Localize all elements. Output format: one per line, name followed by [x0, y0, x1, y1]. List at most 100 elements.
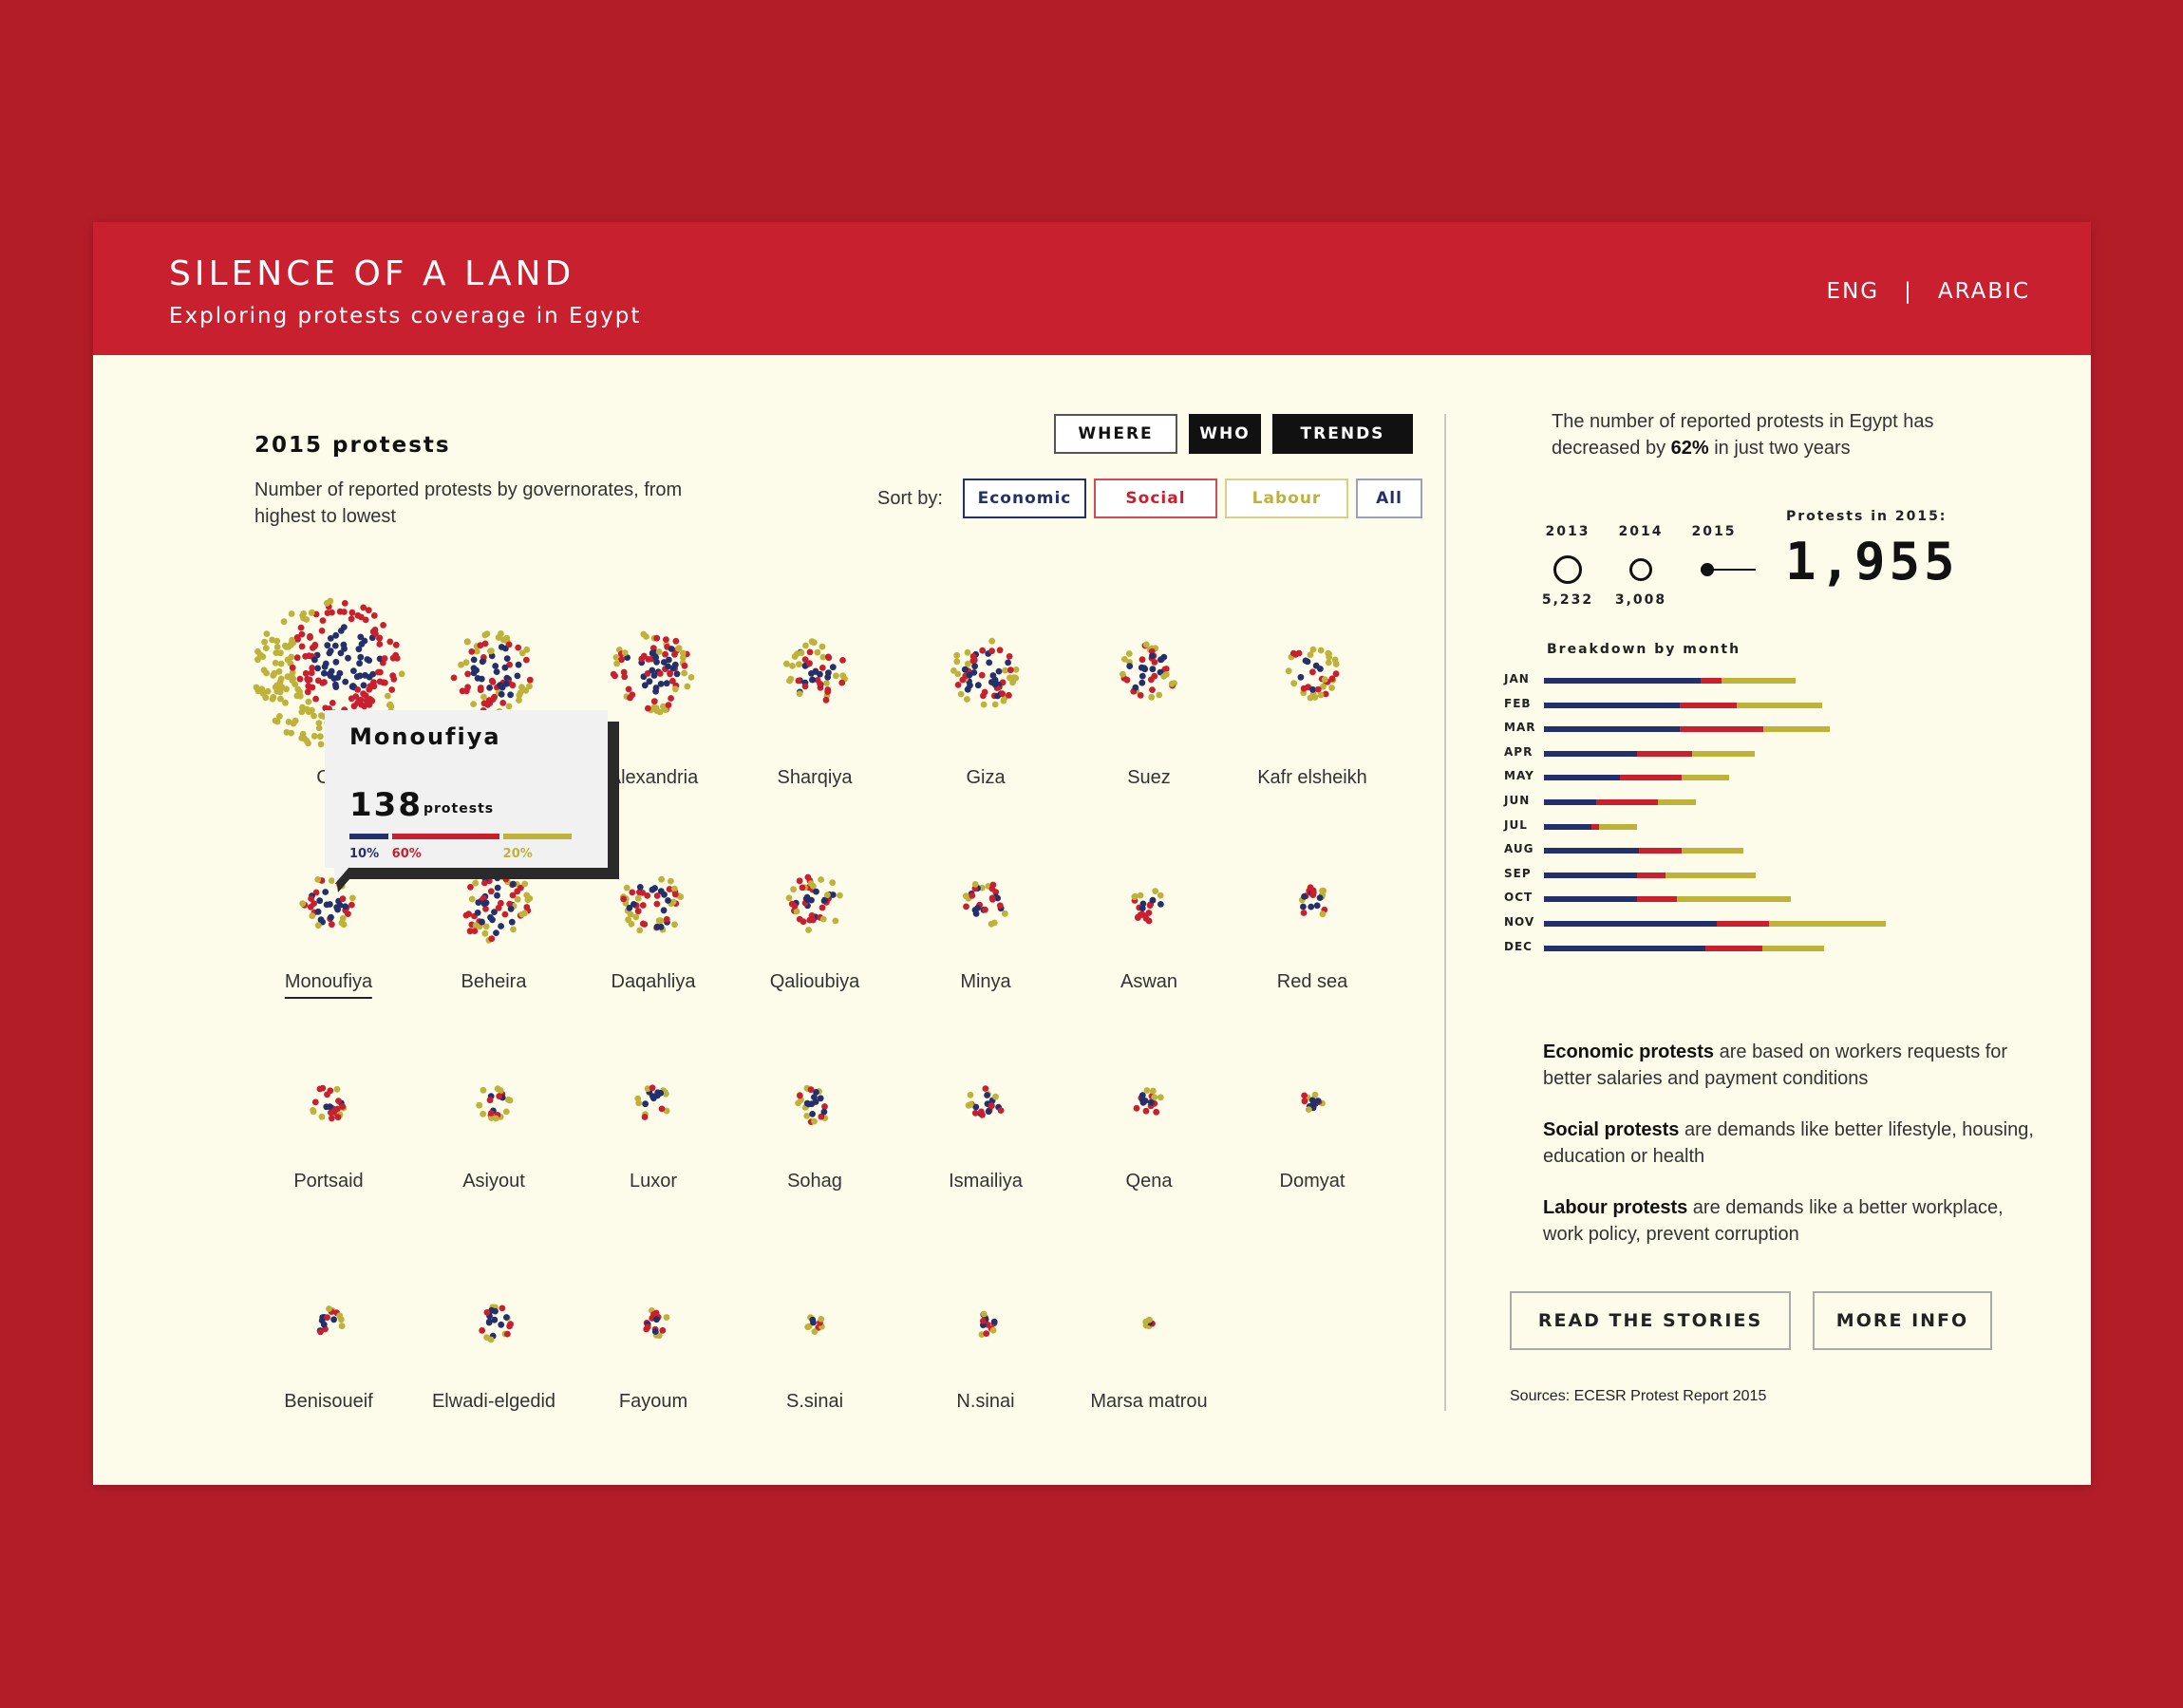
protest-dot: [496, 1093, 503, 1099]
governorate-cluster[interactable]: [450, 630, 534, 715]
governorate-label[interactable]: S.sinai: [785, 1391, 844, 1412]
governorate-cluster[interactable]: [1131, 888, 1164, 925]
protest-dot: [668, 877, 674, 885]
protest-dot: [1292, 651, 1299, 658]
protest-dot: [515, 661, 522, 668]
protest-dot: [809, 676, 817, 684]
governorate-label[interactable]: Aswan: [1120, 971, 1178, 992]
governorate-cluster[interactable]: [1133, 1087, 1164, 1116]
lang-eng-link[interactable]: ENG: [1826, 279, 1880, 304]
protest-dot: [801, 656, 809, 663]
sort-labour-button[interactable]: Labour: [1225, 479, 1348, 518]
governorate-cluster[interactable]: [1299, 884, 1328, 918]
protest-dot: [254, 656, 261, 664]
governorate-label[interactable]: Red sea: [1276, 971, 1348, 992]
governorate-label[interactable]: Fayoum: [618, 1391, 688, 1412]
governorate-label[interactable]: Beheira: [461, 971, 527, 992]
view-switcher: WHERE WHO TRENDS: [1054, 414, 1413, 454]
protest-dot: [986, 659, 993, 666]
protest-dot: [658, 1105, 666, 1113]
governorate-cluster[interactable]: [783, 638, 848, 704]
governorate-label[interactable]: Qena: [1125, 1171, 1173, 1192]
governorate-label[interactable]: Asiyout: [462, 1171, 525, 1192]
governorate-cluster[interactable]: [978, 1310, 998, 1338]
protest-dot: [314, 677, 322, 685]
governorate-cluster[interactable]: [804, 1314, 825, 1335]
more-info-button[interactable]: MORE INFO: [1813, 1291, 1992, 1350]
governorate-label[interactable]: Benisoueif: [284, 1391, 373, 1412]
protest-dot: [498, 630, 504, 637]
governorate-cluster[interactable]: [643, 1307, 670, 1340]
governorate-cluster[interactable]: [965, 1085, 1005, 1118]
governorate-label[interactable]: Domyat: [1279, 1171, 1346, 1192]
governorate-label[interactable]: Minya: [960, 971, 1011, 992]
governorate-label[interactable]: Elwadi-elgedid: [431, 1391, 556, 1412]
governorate-label[interactable]: Sharqiya: [777, 767, 853, 788]
sort-all-button[interactable]: All: [1356, 479, 1422, 518]
protest-dot: [493, 929, 499, 936]
protest-dot: [807, 880, 815, 887]
protest-dot: [503, 655, 511, 662]
governorate-cluster[interactable]: [316, 1305, 346, 1336]
governorate-cluster[interactable]: [1120, 641, 1177, 701]
governorate-label[interactable]: Alexandria: [608, 767, 699, 788]
protest-dot: [629, 691, 636, 699]
governorate-cluster[interactable]: [610, 630, 695, 716]
protest-dot: [487, 648, 494, 655]
governorate-cluster[interactable]: [963, 881, 1008, 928]
sort-social-button[interactable]: Social: [1094, 479, 1217, 518]
governorate-label[interactable]: Ismailiya: [949, 1171, 1023, 1192]
protest-dot: [315, 724, 323, 732]
governorate-cluster[interactable]: [1142, 1316, 1156, 1330]
protest-dot: [314, 922, 322, 929]
protest-dot: [510, 926, 517, 933]
governorate-label[interactable]: Suez: [1127, 767, 1171, 788]
governorate-label[interactable]: Giza: [966, 767, 1006, 788]
governorate-label[interactable]: Luxor: [629, 1171, 678, 1192]
protest-dot: [337, 649, 345, 657]
governorate-cluster[interactable]: [476, 1085, 514, 1122]
governorate-label[interactable]: Qalioubiya: [769, 971, 860, 992]
protest-dot: [254, 648, 261, 655]
protest-dot: [482, 905, 489, 912]
protest-dot: [620, 668, 628, 676]
protest-dot: [277, 695, 284, 703]
lang-arabic-link[interactable]: ARABIC: [1937, 279, 2030, 304]
governorate-cluster[interactable]: [479, 1304, 514, 1343]
governorate-label[interactable]: Marsa matrou: [1090, 1391, 1208, 1412]
protest-dot: [985, 1108, 992, 1116]
governorate-label[interactable]: Portsaid: [293, 1171, 364, 1192]
legend-labour: Labour protests are demands like a bette…: [1543, 1194, 2037, 1248]
month-label: JUL: [1504, 817, 1528, 832]
month-bar-social: [1637, 896, 1677, 903]
governorate-cluster[interactable]: [634, 1084, 670, 1120]
governorate-cluster[interactable]: [1285, 646, 1340, 702]
protest-dot: [357, 633, 365, 641]
view-trends-button[interactable]: TRENDS: [1272, 414, 1413, 454]
governorate-label[interactable]: N.sinai: [956, 1391, 1015, 1412]
governorate-cluster[interactable]: [950, 637, 1020, 708]
read-the-stories-button[interactable]: READ THE STORIES: [1510, 1291, 1791, 1350]
governorate-label[interactable]: Sohag: [787, 1171, 842, 1192]
protest-dot: [284, 673, 292, 681]
protest-dot: [468, 895, 476, 903]
governorate-cluster[interactable]: [795, 1084, 829, 1125]
governorate-label[interactable]: Monoufiya: [284, 971, 373, 999]
protest-dot: [319, 1084, 327, 1092]
governorate-cluster[interactable]: [299, 876, 356, 929]
governorate-cluster[interactable]: [620, 875, 685, 934]
protest-dot: [340, 641, 348, 648]
view-who-button[interactable]: WHO: [1189, 414, 1261, 454]
protest-dot: [526, 895, 534, 902]
governorate-cluster[interactable]: [310, 1084, 348, 1122]
governorate-label[interactable]: Kafr elsheikh: [1257, 767, 1367, 788]
protest-dot: [1147, 1098, 1155, 1106]
governorate-cluster[interactable]: [785, 873, 843, 933]
governorate-cluster[interactable]: [1301, 1091, 1326, 1113]
sort-economic-button[interactable]: Economic: [963, 479, 1086, 518]
governorate-cluster[interactable]: [253, 597, 405, 748]
protest-dot: [971, 1109, 979, 1117]
protest-dot: [984, 1321, 991, 1328]
governorate-label[interactable]: Daqahliya: [611, 971, 696, 992]
view-where-button[interactable]: WHERE: [1054, 414, 1177, 454]
